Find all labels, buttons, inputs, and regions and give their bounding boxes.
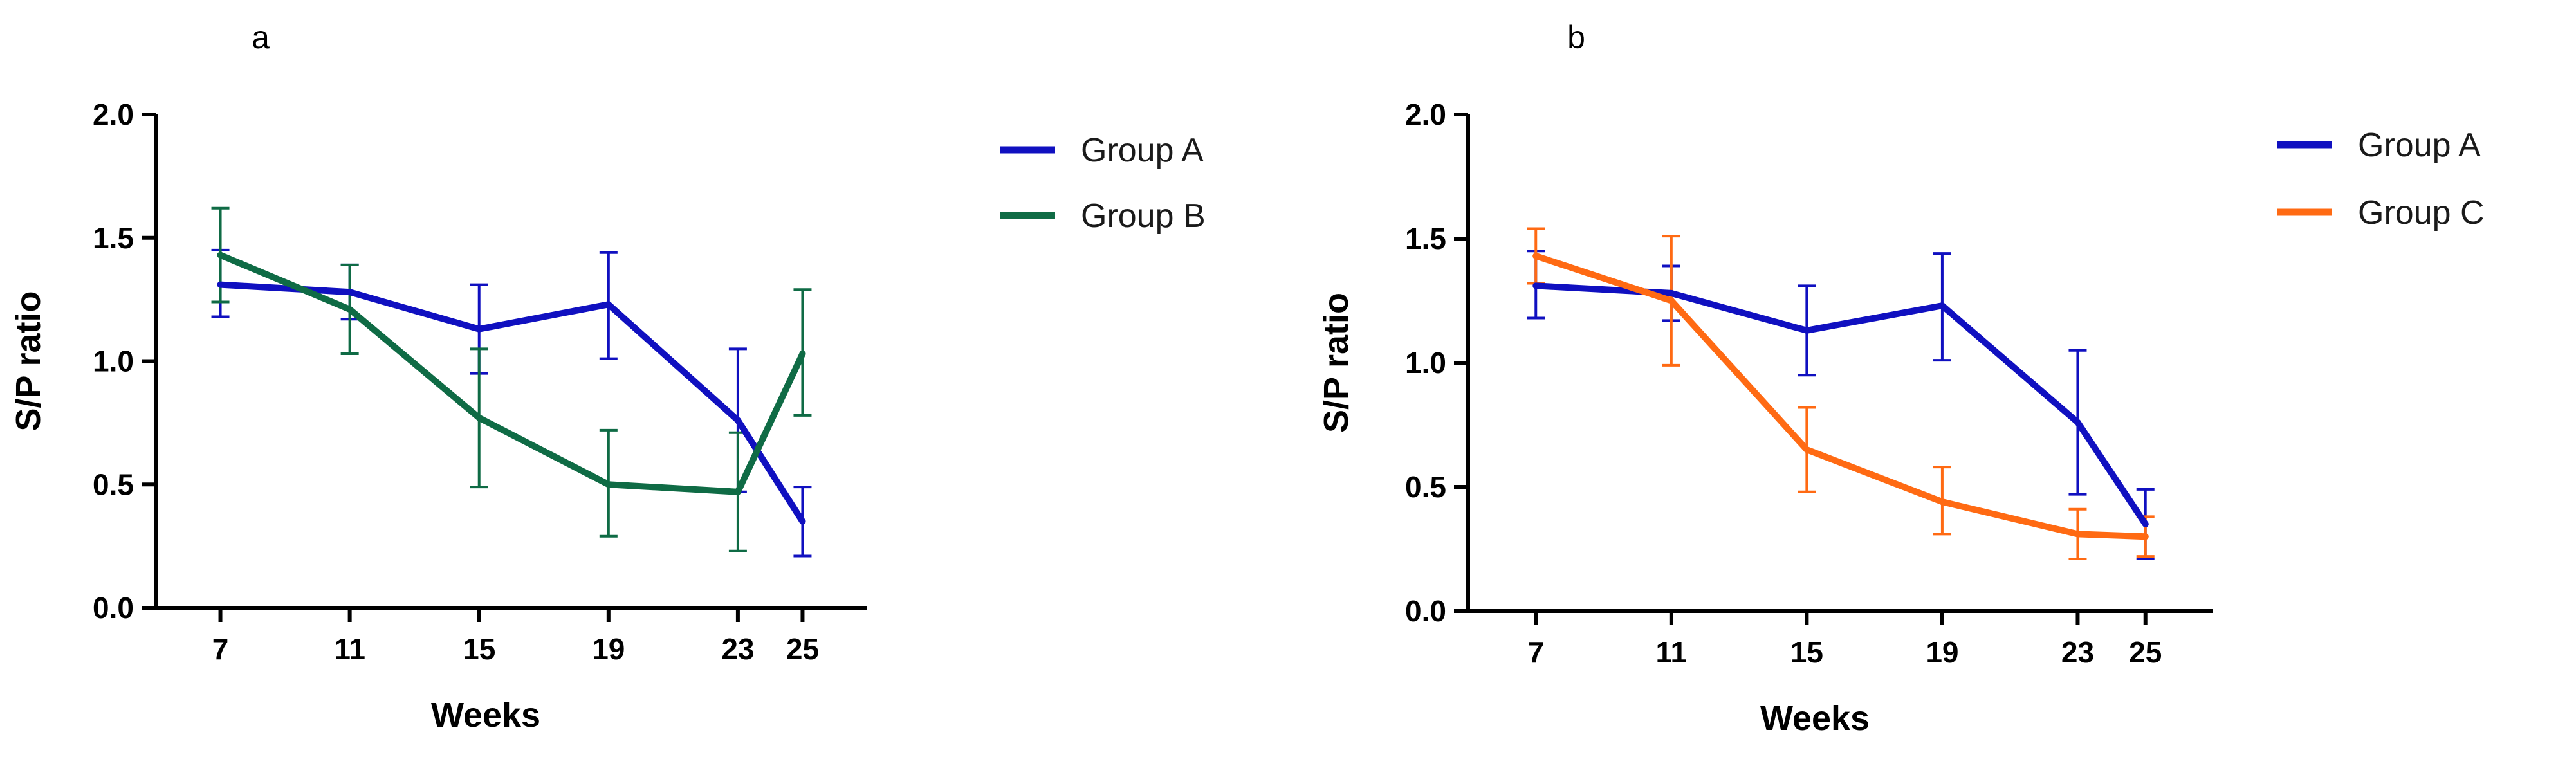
x-tick-label: 25 bbox=[2129, 635, 2162, 669]
chart-panel-a: a 0.0 0.5 1.0 1.5 2.0 7 11 15 19 23 25 Weeks S/P rati… bbox=[9, 19, 1206, 734]
x-axis-title: Weeks bbox=[431, 696, 540, 734]
data-point bbox=[346, 306, 353, 313]
data-point bbox=[217, 251, 224, 259]
x-tick-label: 23 bbox=[721, 632, 754, 666]
data-point bbox=[734, 488, 741, 495]
data-point bbox=[1668, 297, 1675, 304]
series-line bbox=[1532, 282, 2149, 527]
data-point bbox=[2074, 419, 2081, 426]
x-tick-label: 15 bbox=[463, 632, 495, 666]
x-tick-label: 23 bbox=[2061, 635, 2094, 669]
series-group-b bbox=[211, 206, 812, 552]
legend-label: Group A bbox=[1081, 132, 1204, 169]
data-point bbox=[799, 518, 806, 525]
data-point bbox=[734, 417, 741, 424]
x-tick-label: 19 bbox=[1926, 635, 1958, 669]
data-point bbox=[2142, 520, 2149, 527]
data-point bbox=[799, 350, 806, 357]
x-tick-label: 11 bbox=[1655, 635, 1687, 669]
data-point bbox=[1938, 498, 1946, 506]
data-point bbox=[1803, 446, 1810, 453]
y-tick-label: 2.0 bbox=[1405, 98, 1446, 131]
panel-label: a bbox=[252, 19, 270, 55]
data-point bbox=[1668, 289, 1675, 296]
legend-label: Group A bbox=[2358, 127, 2481, 164]
data-point bbox=[2074, 531, 2081, 538]
series-line bbox=[217, 251, 806, 495]
chart-panel-b: b 0.0 0.5 1.0 1.5 2.0 7 11 15 19 23 25 Weeks S/P rati… bbox=[1317, 19, 2485, 738]
data-point bbox=[605, 301, 612, 308]
y-tick-label: 1.0 bbox=[93, 345, 134, 378]
data-point bbox=[1803, 327, 1810, 334]
y-tick-label: 0.0 bbox=[93, 591, 134, 625]
y-tick-label: 1.5 bbox=[93, 221, 134, 255]
y-tick-label: 2.0 bbox=[93, 98, 134, 131]
data-point bbox=[1532, 282, 1540, 289]
y-tick-label: 1.5 bbox=[1405, 222, 1446, 255]
data-point bbox=[475, 325, 483, 333]
x-tick-label: 7 bbox=[212, 632, 229, 666]
panel-label: b bbox=[1567, 19, 1585, 55]
x-axis-title: Weeks bbox=[1760, 699, 1870, 738]
series-line bbox=[1532, 253, 2149, 540]
y-axis-title: S/P ratio bbox=[9, 291, 48, 431]
legend-label: Group B bbox=[1081, 197, 1206, 235]
y-tick-label: 1.0 bbox=[1405, 346, 1446, 379]
x-tick-label: 7 bbox=[1527, 635, 1544, 669]
x-tick-label: 15 bbox=[1790, 635, 1823, 669]
legend-label: Group C bbox=[2358, 194, 2485, 232]
data-point bbox=[605, 481, 612, 488]
x-tick-label: 11 bbox=[334, 632, 365, 666]
series-group-c bbox=[1527, 227, 2155, 560]
series-line bbox=[217, 281, 806, 525]
data-point bbox=[2142, 533, 2149, 540]
x-tick-label: 19 bbox=[592, 632, 625, 666]
data-point bbox=[475, 414, 483, 421]
y-tick-label: 0.5 bbox=[1405, 470, 1446, 504]
y-axis-title: S/P ratio bbox=[1317, 293, 1356, 433]
y-tick-label: 0.5 bbox=[93, 468, 134, 501]
data-point bbox=[1938, 302, 1946, 309]
data-point bbox=[1532, 253, 1540, 260]
data-point bbox=[217, 281, 224, 288]
data-point bbox=[346, 289, 353, 296]
y-tick-label: 0.0 bbox=[1405, 594, 1446, 628]
x-tick-label: 25 bbox=[786, 632, 819, 666]
